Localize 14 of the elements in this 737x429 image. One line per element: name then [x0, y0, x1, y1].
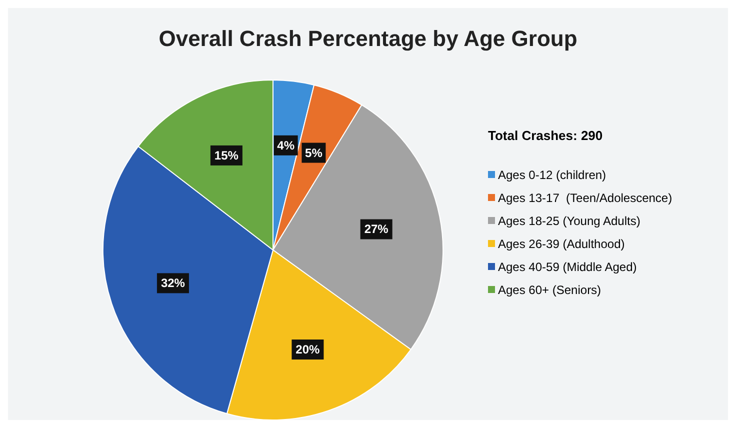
data-label: 15%	[214, 148, 239, 162]
data-label: 32%	[160, 276, 186, 290]
chart-title: Overall Crash Percentage by Age Group	[158, 26, 578, 52]
data-label: 20%	[296, 342, 320, 357]
legend-label: Ages 26-39 (Adulthood)	[498, 236, 625, 250]
data-label: 27%	[364, 222, 389, 236]
data-label: 4%	[277, 138, 295, 152]
legend-title: Total Crashes: 290	[488, 128, 604, 143]
legend-label: Ages 18-25 (Young Adults)	[498, 214, 640, 228]
legend-label: Ages 60+ (Seniors)	[498, 282, 602, 296]
data-label: 5%	[305, 146, 323, 160]
legend-label: Ages 40-59 (Middle Aged)	[498, 260, 637, 274]
legend-label: Ages 13-17 (Teen/Adolescence)	[498, 190, 672, 204]
legend-label: Ages 0-12 (children)	[498, 168, 606, 182]
